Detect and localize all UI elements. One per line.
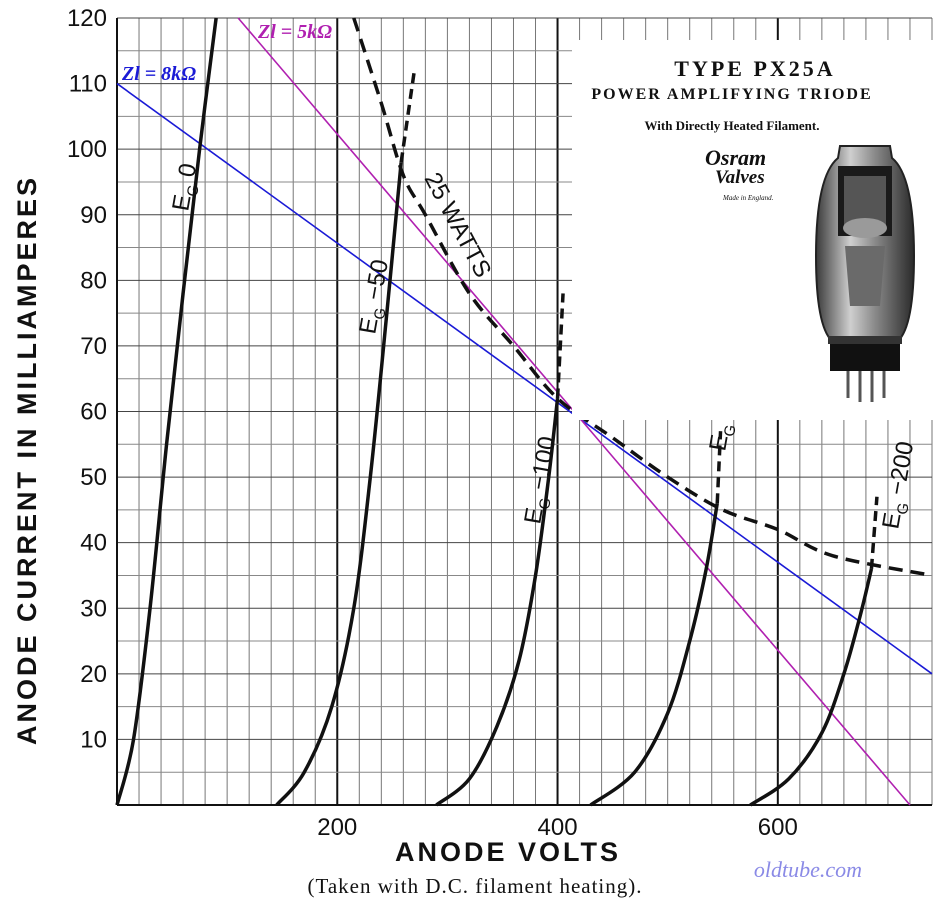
dashed-extension [715,431,723,504]
dashed-extension [555,293,565,399]
y-axis-title: ANODE CURRENT IN MILLIAMPERES [12,175,42,745]
y-tick-label: 10 [80,726,107,753]
characteristic-curve [115,17,218,806]
chart-note: (Taken with D.C. filament heating). [307,874,642,898]
y-tick-label: 70 [80,333,107,360]
characteristic-curve [589,503,719,807]
characteristic-curve [749,568,874,807]
x-axis-title: ANODE VOLTS [395,837,621,867]
title-block: TYPE PX25A POWER AMPLIFYING TRIODE With … [572,40,938,420]
y-tick-label: 60 [80,399,107,426]
watermark: oldtube.com [754,857,862,882]
osram-logo: Osram Valves Made in England. [705,145,805,208]
brand-line-1: Osram [705,145,767,170]
filament-note: With Directly Heated Filament. [644,118,820,133]
x-tick-label: 600 [758,814,798,841]
curve-label: EG 0 [167,161,206,213]
curve-label: EG −50 [354,257,398,336]
y-tick-label: 30 [80,595,107,622]
y-tick-label: 20 [80,661,107,688]
brand-line-3: Made in England. [723,194,774,202]
characteristic-curve [275,162,403,807]
y-tick-label: 40 [80,530,107,557]
curve-label: EG −200 [877,439,923,531]
y-tick-label: 100 [67,136,107,163]
load-line [116,82,933,675]
curve-label: EG −100 [519,434,565,526]
valve-type-title: TYPE PX25A [674,56,836,81]
load-line-label: Zl = 5kΩ [257,21,332,43]
y-tick-label: 120 [67,5,107,32]
load-line-label: Zl = 8kΩ [121,63,196,85]
series-layer [115,17,933,807]
chart-axes [116,18,932,806]
y-tick-label: 80 [80,267,107,294]
y-tick-label: 110 [69,71,107,98]
y-tick-label: 90 [80,202,107,229]
dissipation-curve [352,17,933,578]
dashed-extension [869,496,879,570]
valve-subtitle: POWER AMPLIFYING TRIODE [591,86,873,103]
x-tick-label: 400 [538,814,578,841]
characteristic-curve [435,398,560,807]
brand-line-2: Valves [715,167,765,188]
x-tick-label: 200 [317,814,357,841]
valve-photo-icon [814,145,916,402]
y-tick-label: 50 [80,464,107,491]
